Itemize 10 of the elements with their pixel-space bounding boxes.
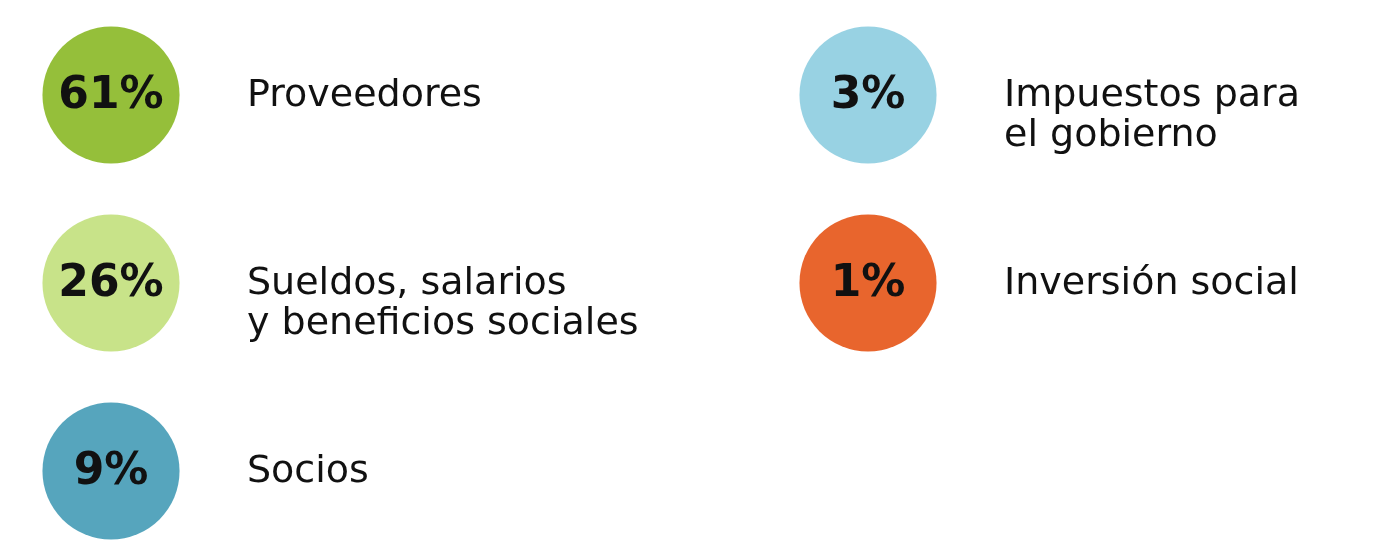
category-label: Sueldos, salarios y beneficios sociales bbox=[247, 259, 639, 343]
data-label: 1% bbox=[830, 255, 906, 306]
category-label: Impuestos para el gobierno bbox=[1004, 71, 1300, 155]
category-label: Socios bbox=[247, 447, 369, 491]
data-label: 26% bbox=[58, 255, 164, 306]
data-label: 9% bbox=[73, 443, 149, 494]
category-label: Inversión social bbox=[1004, 259, 1299, 303]
data-label: 3% bbox=[830, 67, 906, 118]
category-label: Proveedores bbox=[247, 71, 482, 115]
data-label: 61% bbox=[58, 67, 164, 118]
